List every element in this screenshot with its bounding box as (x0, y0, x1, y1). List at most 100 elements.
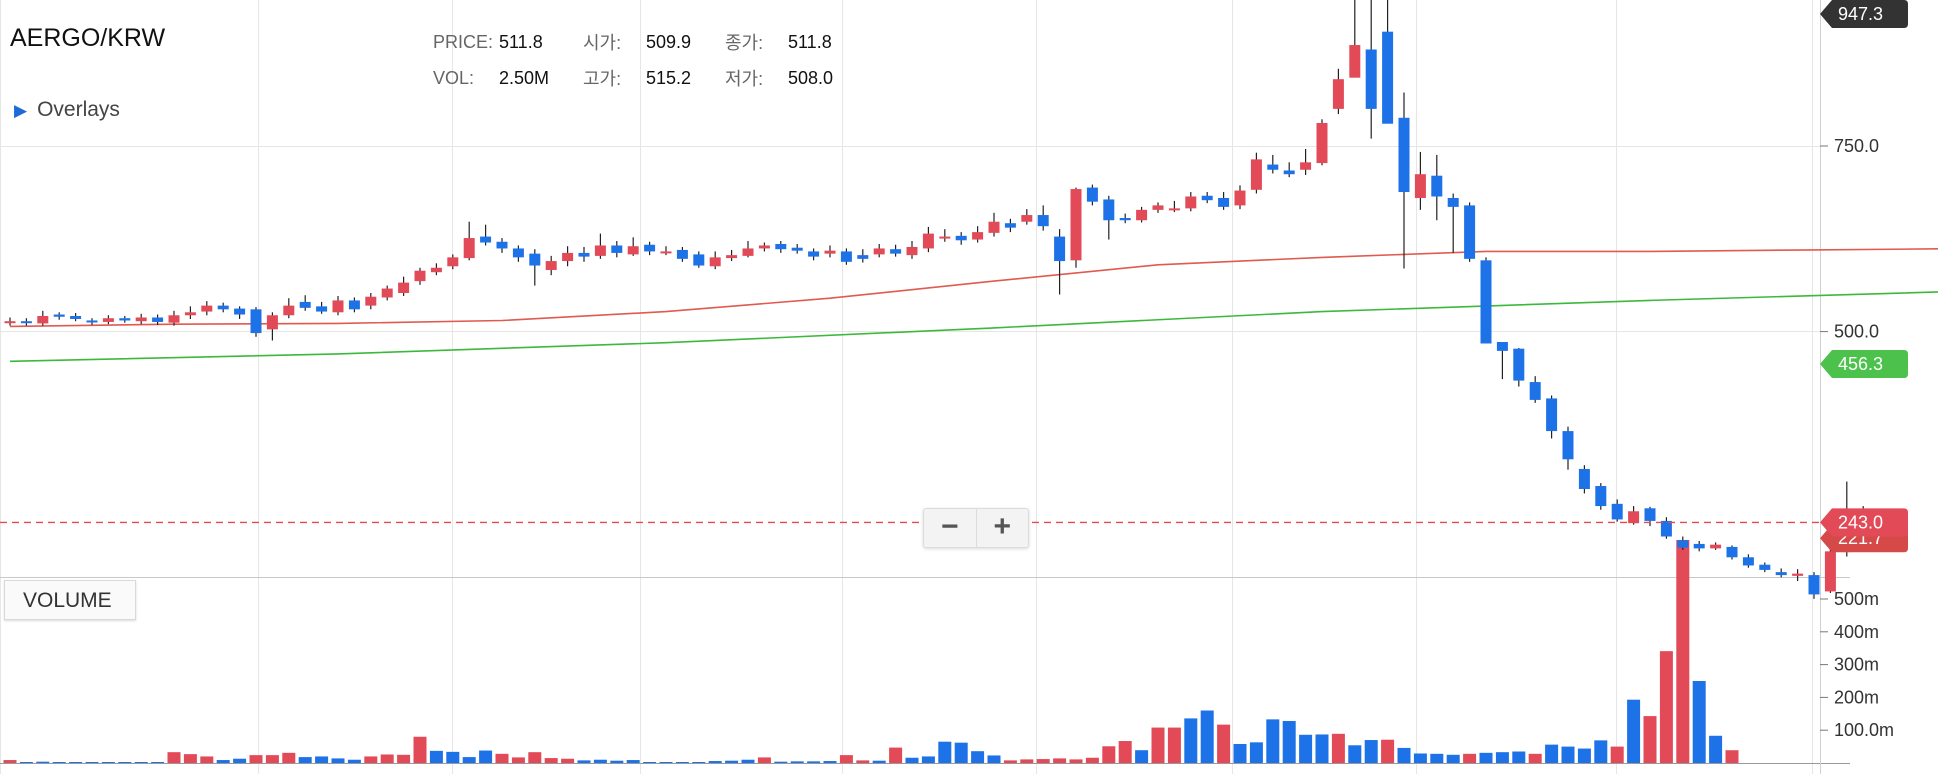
overlays-toggle[interactable]: ▶ Overlays (14, 98, 120, 122)
zoom-controls: − + (923, 508, 1029, 548)
candle (1447, 193, 1459, 253)
candle-body (217, 305, 229, 310)
max-price-tag-shape (1820, 0, 1908, 28)
volume-bar (725, 760, 739, 763)
candle-body (1792, 573, 1804, 576)
candle-body (266, 315, 278, 330)
candle (1300, 148, 1312, 175)
candle-body (1628, 511, 1640, 524)
candle (1349, 0, 1361, 78)
candle-body (1726, 546, 1738, 558)
candle-body (1464, 205, 1476, 259)
volume-bar (610, 760, 624, 763)
candle-body (1152, 205, 1164, 210)
volume-bar (1643, 716, 1657, 763)
zoom-in-button[interactable]: + (993, 510, 1012, 543)
candle (119, 316, 131, 323)
overlays-label: Overlays (37, 98, 120, 121)
candle-body (480, 236, 492, 243)
volume-bar (413, 736, 427, 763)
candle (1480, 257, 1492, 344)
candle-body (1660, 520, 1672, 537)
candle-body (808, 251, 820, 257)
volume-bar (708, 761, 722, 763)
candle (1628, 506, 1640, 525)
candle (627, 237, 639, 256)
close-value: 511.8 (788, 31, 832, 52)
candle-body (53, 314, 65, 317)
candle-body (627, 246, 639, 255)
volume-bar (200, 756, 214, 763)
volume-bar (249, 755, 263, 763)
volume-bar (347, 759, 361, 763)
volume-bar (1003, 760, 1017, 763)
candle-body (758, 245, 770, 249)
candle-body (1644, 508, 1656, 521)
max-price-tag: 947.3 (1820, 0, 1908, 28)
volume-bar (380, 754, 394, 763)
ma-long-tag-text: 456.3 (1838, 354, 1883, 374)
candle (791, 243, 803, 254)
volume-bar (52, 762, 66, 763)
volume-bar (36, 761, 50, 763)
candle (955, 232, 967, 245)
candle (906, 241, 918, 259)
candle-body (529, 253, 541, 266)
candle-body (496, 241, 508, 249)
volume-bar (1725, 750, 1739, 763)
candle-body (1185, 196, 1197, 209)
volume-bar (1397, 747, 1411, 763)
volume-bar (101, 762, 115, 763)
volume-bar (692, 762, 706, 763)
candle-body (1103, 199, 1115, 221)
candle-body (463, 238, 475, 259)
moving-average-long (9, 291, 1938, 363)
candle-body (840, 251, 852, 262)
candle-body (791, 247, 803, 251)
candle (102, 315, 114, 325)
volume-bar (1413, 753, 1427, 763)
candle-body (398, 282, 410, 293)
volume-bar (479, 750, 493, 763)
candle-body (1529, 382, 1541, 400)
volume-bar (577, 760, 591, 763)
volume-bar (790, 761, 804, 763)
candle (1513, 347, 1525, 387)
volume-bar (1266, 719, 1280, 763)
candle-body (1513, 348, 1525, 381)
volume-indicator-button[interactable]: VOLUME (4, 580, 136, 620)
volume-tick-label: 100.0m (1834, 720, 1894, 740)
volume-bar (921, 756, 935, 763)
candle-body (1136, 209, 1148, 221)
candle-body (1250, 159, 1262, 190)
candle (332, 295, 344, 316)
volume-bar (872, 760, 886, 763)
volume-bar (1053, 758, 1067, 763)
candle (545, 255, 557, 276)
candle (1431, 154, 1443, 221)
candle-body (922, 233, 934, 249)
zoom-out-button[interactable]: − (924, 509, 977, 547)
volume-bar (1495, 752, 1509, 763)
candle (365, 292, 377, 310)
volume-bar (1446, 754, 1460, 763)
candle-body (1168, 208, 1180, 211)
volume-bar (462, 757, 476, 763)
volume-bar (3, 760, 17, 763)
candle (709, 251, 721, 270)
candle (1037, 205, 1049, 231)
candle-body (988, 221, 1000, 233)
price-axis: 500.0 750.0 100.0m 200m 300m 400m 500m (1820, 136, 1894, 740)
volume-tick-label: 200m (1834, 687, 1879, 707)
volume-bar (167, 752, 181, 763)
candle (414, 267, 426, 285)
candle (53, 312, 65, 320)
candle (824, 245, 836, 258)
volume-bar (1512, 751, 1526, 763)
candle-body (726, 255, 738, 259)
vol-label: VOL: (433, 67, 475, 88)
price-label: PRICE: (433, 31, 494, 52)
candle (808, 248, 820, 261)
candle-body (873, 248, 885, 255)
